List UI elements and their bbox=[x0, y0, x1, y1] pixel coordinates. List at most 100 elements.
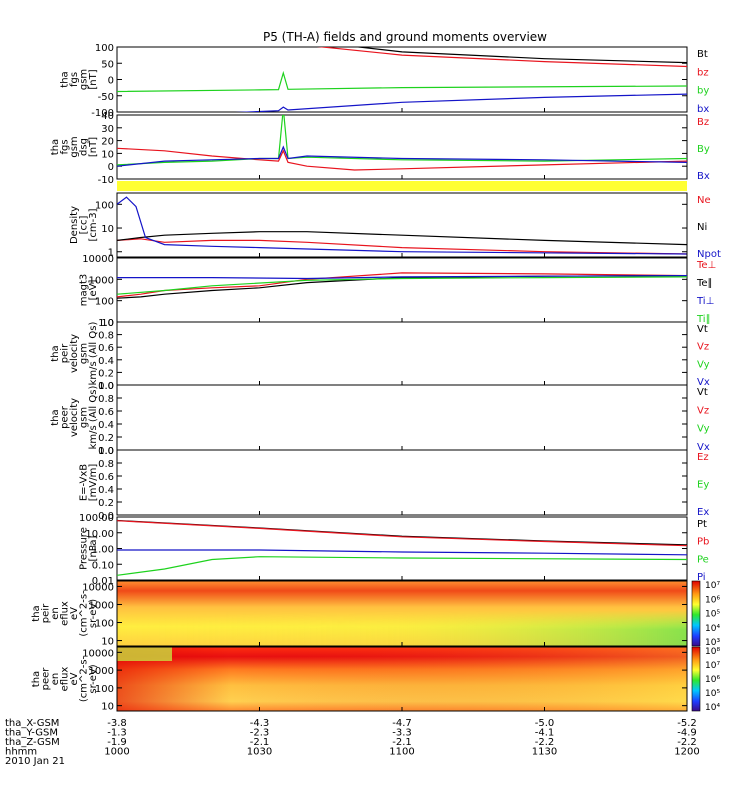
series-green bbox=[117, 276, 687, 295]
x-axis-row-label: tha_X-GSM bbox=[5, 718, 59, 729]
y-tick-label: 1000 bbox=[89, 275, 114, 286]
colorbar-gradient bbox=[691, 646, 701, 712]
legend-green: Ey bbox=[697, 480, 709, 491]
x-axis-value: 1030 bbox=[247, 747, 272, 758]
y-tick-label: 10000 bbox=[82, 254, 114, 265]
legend-red: Pb bbox=[697, 537, 709, 548]
y-tick-label: 0.8 bbox=[98, 459, 114, 470]
y-tick-label: 0.8 bbox=[98, 394, 114, 405]
y-tick-label: 10 bbox=[101, 318, 114, 329]
legend-blue: Vx bbox=[697, 442, 710, 453]
y-tick-label: 0.6 bbox=[98, 407, 114, 418]
y-axis-label: fgs bbox=[60, 139, 71, 154]
x-axis-value: -4.3 bbox=[250, 718, 270, 729]
legend-black: Bt bbox=[697, 49, 708, 60]
legend-red: bz bbox=[697, 67, 709, 78]
spectrogram-electron-shade bbox=[117, 647, 687, 711]
legend-red: Ez bbox=[697, 452, 709, 463]
legend-blue: Vx bbox=[697, 377, 710, 388]
y-tick-label: 1.0 bbox=[98, 318, 114, 329]
colorbar-10: 10⁸ 10⁷ 10⁶ 10⁵ 10⁴ bbox=[691, 646, 720, 713]
legend-blue: bx bbox=[697, 104, 709, 115]
legend-blue: Npot bbox=[697, 249, 721, 260]
figure-title: P5 (TH-A) fields and ground moments over… bbox=[263, 30, 547, 44]
x-axis-value: 1130 bbox=[532, 747, 557, 758]
y-axis-label: velocity bbox=[69, 398, 80, 437]
x-axis-value: -4.1 bbox=[535, 728, 555, 739]
x-axis-value: -4.7 bbox=[392, 718, 412, 729]
y-axis-label: peir bbox=[41, 603, 52, 623]
y-tick-label: 0.0 bbox=[98, 446, 114, 457]
panel-5: 1.0 0.80.6 0.40.2 0.0 thapeirvelocitygsmkm/s… bbox=[50, 318, 710, 392]
y-axis-label: peer bbox=[41, 667, 52, 691]
y-axis-label: gsm bbox=[69, 136, 80, 157]
legend-blue: Ti⊥ bbox=[696, 296, 714, 307]
y-axis-label: [mV/m] bbox=[88, 464, 99, 502]
colorbar-tick-label: 10⁷ bbox=[705, 661, 720, 671]
y-tick-label: 0.6 bbox=[98, 343, 114, 354]
y-tick-label: 100.00 bbox=[79, 513, 114, 524]
y-tick-label: 0.01 bbox=[92, 576, 114, 587]
y-tick-label: 10000 bbox=[82, 648, 114, 659]
colorbar-gradient bbox=[691, 580, 701, 647]
x-axis-value: -3.3 bbox=[392, 728, 412, 739]
x-axis-value: -2.2 bbox=[677, 737, 697, 748]
colorbar-tick-label: 10⁶ bbox=[705, 675, 720, 685]
y-axis-label: velocity bbox=[69, 334, 80, 373]
x-axis-value: -2.3 bbox=[250, 728, 270, 739]
y-axis-label: eV bbox=[69, 607, 80, 620]
y-tick-label: 0.4 bbox=[98, 485, 114, 496]
legend-black: Vt bbox=[697, 387, 708, 398]
series-red bbox=[117, 520, 687, 547]
y-axis-label: tha bbox=[50, 345, 61, 361]
y-axis-label: E=-VxB bbox=[79, 464, 90, 501]
series-blue bbox=[117, 196, 687, 255]
x-axis-value: -3.8 bbox=[107, 718, 127, 729]
series-black bbox=[117, 519, 687, 546]
y-tick-label: 0.0 bbox=[98, 511, 114, 522]
y-axis-label: peir bbox=[60, 343, 71, 363]
colorbar-tick-label: 10⁴ bbox=[705, 624, 720, 634]
panel-frame bbox=[116, 257, 688, 323]
y-axis-label: km/s (All Qs) bbox=[88, 386, 99, 450]
date-label: 2010 Jan 21 bbox=[5, 756, 65, 767]
y-tick-label: 10 bbox=[101, 149, 114, 160]
y-tick-label: 0 bbox=[108, 76, 114, 87]
y-tick-label: 0.2 bbox=[98, 433, 114, 444]
legend-green: Vy bbox=[697, 359, 710, 370]
y-axis-label: eflux bbox=[60, 667, 71, 692]
legend-blue: Ex bbox=[697, 507, 709, 518]
x-axis-value: -2.1 bbox=[392, 737, 412, 748]
x-axis-annotation: tha_X-GSM -3.8 -4.3 -4.7 -5.0 -5.2 tha_Y-GSM -1… bbox=[5, 108, 700, 767]
y-tick-label: 0 bbox=[108, 162, 114, 173]
y-tick-label: 1000 bbox=[89, 666, 114, 677]
panels: 100500-50-100thafgsgsm[nT]Btbzbybx403020… bbox=[31, 43, 721, 713]
quality-flag-bar bbox=[117, 181, 687, 191]
y-tick-label: 0.4 bbox=[98, 420, 114, 431]
panel-frame bbox=[116, 516, 688, 581]
y-axis-label: en bbox=[50, 673, 61, 686]
x-axis-value: -5.0 bbox=[535, 718, 555, 729]
colorbar-tick-label: 10⁵ bbox=[705, 610, 720, 620]
y-axis-label: sr-eV) bbox=[88, 664, 99, 693]
legend-black: Te∥ bbox=[696, 278, 713, 289]
y-tick-label: 0.8 bbox=[98, 331, 114, 342]
x-axis-row-label: hhmm bbox=[5, 747, 37, 758]
y-tick-label: 1.0 bbox=[98, 446, 114, 457]
y-axis-label: tha bbox=[31, 671, 42, 687]
y-axis-label: km/s (All Qs) bbox=[88, 322, 99, 386]
y-axis-label: dsg bbox=[79, 138, 90, 156]
panel-7: 1.0 0.8 0.6 0.4 0.2 0.0 E=-VxB[mV/m] Ez Ey Ex bbox=[79, 446, 710, 522]
colorbar-9: 10⁷ 10⁶ 10⁵ 10⁴ 10³ bbox=[691, 580, 720, 648]
x-axis-value: -2.1 bbox=[250, 737, 270, 748]
legend-green: Pe bbox=[697, 554, 709, 565]
y-tick-label: 0.6 bbox=[98, 472, 114, 483]
y-tick-label: 100 bbox=[95, 297, 114, 308]
y-axis-label: tha bbox=[31, 605, 42, 621]
spectrogram-ion-shade bbox=[117, 581, 687, 646]
y-axis-label: [eV] bbox=[88, 280, 99, 301]
legend-black: Pt bbox=[697, 519, 707, 530]
